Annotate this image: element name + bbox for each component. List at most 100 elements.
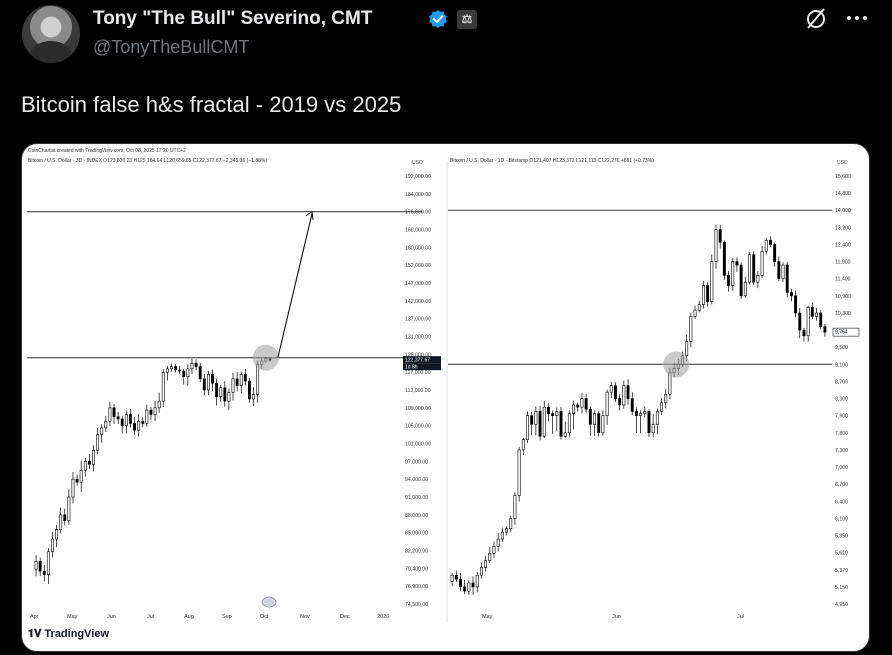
chart2-candle [534,411,538,425]
chart1-candle [116,416,120,420]
avatar[interactable] [22,5,80,63]
chart1-candle [202,378,206,391]
chart2-candle [630,398,634,412]
chart2-y-tick: 6,400 [835,499,848,505]
chart2-candle [785,264,789,293]
chart1-y-tick: 184,000.00 [405,192,431,198]
chart1-candle [219,387,223,397]
chart2-candle [773,244,777,262]
chart2-candle [664,393,668,404]
grok-icon[interactable] [805,6,827,30]
chart2-candle [605,391,609,416]
chart1-candle [59,514,63,530]
chart2-y-tick: 8,300 [835,397,848,403]
chart2-candle [660,402,663,412]
chart1-y-tick: 142,000.00 [405,299,431,305]
chart1-candle [256,364,260,395]
chart2-candle [492,545,496,554]
chart1-y-tick: 74,500.00 [405,602,428,608]
chart2-candle [768,239,772,245]
chart2-last-price-label: 9,764 [835,330,848,336]
chart1-candle [248,380,251,400]
chart1-x-tick: Jun [107,614,116,620]
chart1-candle [178,369,182,372]
chart2-y-tick: 9,100 [835,362,848,368]
chart2-candle [496,538,500,547]
chart1-y-tick: 192,000.00 [405,174,431,180]
chart1-y-tick: 176,000.00 [405,210,431,216]
chart1-candle [96,434,100,451]
chart2-candle [572,404,576,414]
chart2-candle [521,439,525,451]
chart1-candle [42,570,46,576]
tradingview-logo: 𝟏𝐕 TradingView [28,628,110,640]
chart2-candle [647,411,651,434]
chart2-candle [538,411,542,437]
chart2-candle [815,312,818,317]
chart1-highlight-circle [252,344,279,371]
chart1-projection-arrowhead [305,210,314,220]
chart2-candle [756,274,760,283]
chart1-y-tick: 105,000.00 [405,424,431,430]
chart1-x-tick: Aug [184,614,194,620]
chart1-candle [51,538,54,553]
chart1-y-tick: 168,000.00 [405,228,431,234]
chart1-candle [120,418,124,426]
chart2-y-tick: 4,950 [835,602,848,608]
chart2-candle [743,281,747,297]
chart1-last-price-label: 122,377.67 [405,358,430,364]
chart2-y-tick: 7,300 [835,448,848,454]
chart2-candle [752,254,756,283]
chart1-candle [145,409,149,424]
chart1-y-tick: 97,000.00 [405,459,428,465]
affiliate-badge-icon: ⚖ [457,10,477,29]
chart1-candle [243,374,247,382]
chart2-candle [488,553,492,561]
chart1-x-tick: Sep [222,614,232,620]
tweet-media-chart[interactable]: CoinChartist created with TradingView.co… [21,143,870,652]
chart2-y-tick: 8,700 [835,379,848,385]
chart2-candle [559,411,563,437]
chart2-candle [634,411,638,416]
chart2-candle [450,574,454,582]
chart1-candle [38,561,42,572]
chart1-candle [71,478,75,498]
chart2-candle [823,326,827,333]
chart1-x-tick: Oct [260,614,269,620]
chart1-y-tick: 79,400.00 [405,566,428,572]
chart1-candle [108,407,112,422]
tradingview-mark-icon: 𝟏𝐕 [28,628,42,640]
chart2-candle [697,304,701,311]
chart2-candle [722,242,726,276]
chart2-candle [555,411,559,416]
chart2-y-tick: 14,000 [835,208,851,214]
chart1-y-tick: 88,000.00 [405,513,428,519]
chart1-candle [83,461,87,471]
chart1-candle [55,529,58,540]
chart1-candle [165,368,169,373]
chart-credit: CoinChartist created with TradingView.co… [28,148,186,154]
chart1-candle [67,496,71,522]
chart1-candle [198,366,202,380]
chart1-projection-arrow [277,213,313,358]
chart2-y-tick: 10,300 [835,311,851,317]
chart2-axis-unit: USD [837,160,848,166]
chart2-candle [597,413,601,434]
chart2-candle [576,404,580,408]
chart1-x-tick: Apr [30,614,39,620]
chart1-candle [182,370,186,377]
chart1-countdown-tag [403,363,441,371]
chart1-candle [133,423,136,431]
chart1-candle [153,407,157,415]
author-handle[interactable]: @TonyTheBullCMT [93,37,250,57]
chart1-candle [252,394,255,400]
more-options-icon[interactable] [846,15,868,21]
chart2-candle [500,531,504,540]
author-name[interactable]: Tony "The Bull" Severino, CMT [93,8,373,29]
chart2-y-tick: 5,610 [835,551,848,557]
chart1-candle [239,374,243,386]
chart1-candle [124,414,128,426]
chart1-y-tick: 160,000.00 [405,245,431,251]
chart2-candle [542,406,546,437]
chart1-candle [215,383,219,397]
